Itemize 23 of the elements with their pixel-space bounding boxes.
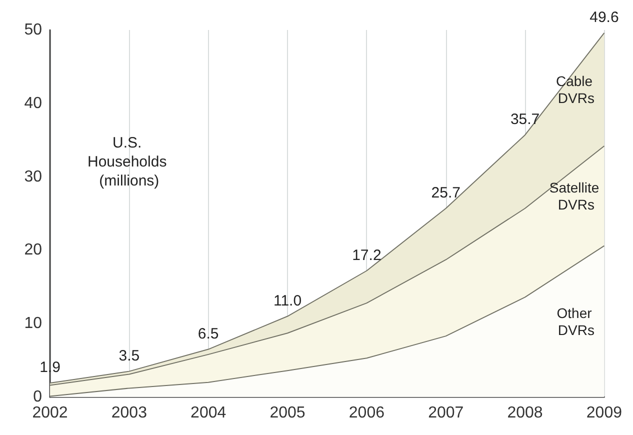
x-tick-label: 2003: [111, 404, 148, 422]
x-tick-label: 2004: [190, 404, 226, 422]
total-label: 49.6: [590, 8, 619, 26]
y-tick-label: 40: [24, 94, 42, 112]
x-tick-label: 2008: [507, 404, 543, 422]
annotation: U.S. Households (millions): [87, 134, 171, 190]
total-label: 11.0: [273, 292, 302, 310]
x-tick-label: 2009: [586, 404, 622, 422]
total-label: 3.5: [118, 347, 140, 364]
total-label: 6.5: [198, 325, 219, 342]
x-tick-label: 2006: [348, 404, 385, 422]
y-tick-label: 10: [24, 315, 42, 332]
series-label: Satellite DVRs: [549, 179, 604, 212]
x-tick-label: 2005: [270, 404, 306, 422]
total-label: 25.7: [431, 184, 460, 202]
y-tick-label: 30: [24, 168, 42, 186]
x-tick-label: 2002: [32, 404, 68, 422]
y-tick-label: 20: [24, 242, 42, 259]
total-label: 17.2: [352, 246, 382, 264]
x-tick-label: 2007: [428, 404, 464, 422]
series-label: Other DVRs: [556, 304, 596, 338]
y-tick-label: 0: [33, 388, 42, 406]
y-tick-label: 50: [24, 22, 42, 38]
